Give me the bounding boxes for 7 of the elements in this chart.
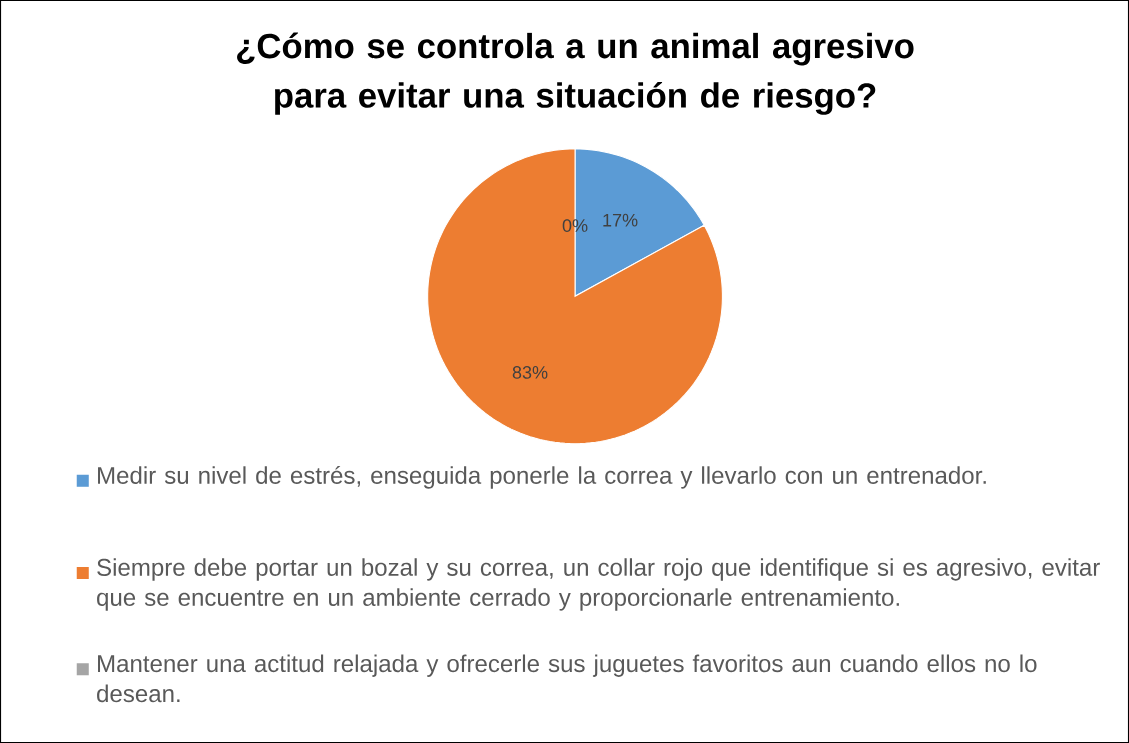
chart-title: ¿Cómo se controla a un animal agresivo para evitar una situación de riesgo?	[237, 32, 914, 115]
legend-label: Medir su nivel de estrés, enseguida ponerle la correa y llevarlo con un entrenador.	[98, 466, 986, 489]
legend-label: Mantener una actitud relajada y ofrecerle sus juguetes favoritos aun cuando ellos no lo desean.	[97, 654, 1037, 703]
text: 0%	[562, 219, 588, 232]
legend-label: Siempre debe portar un bozal y su correa, un collar rojo que identifique si es agresivo, evitar que se encuentre en un ambiente cerrado y proporcionarle entrenamiento.	[97, 558, 1100, 611]
data-label: 17%	[603, 213, 638, 227]
data-label: 83%	[512, 366, 548, 379]
